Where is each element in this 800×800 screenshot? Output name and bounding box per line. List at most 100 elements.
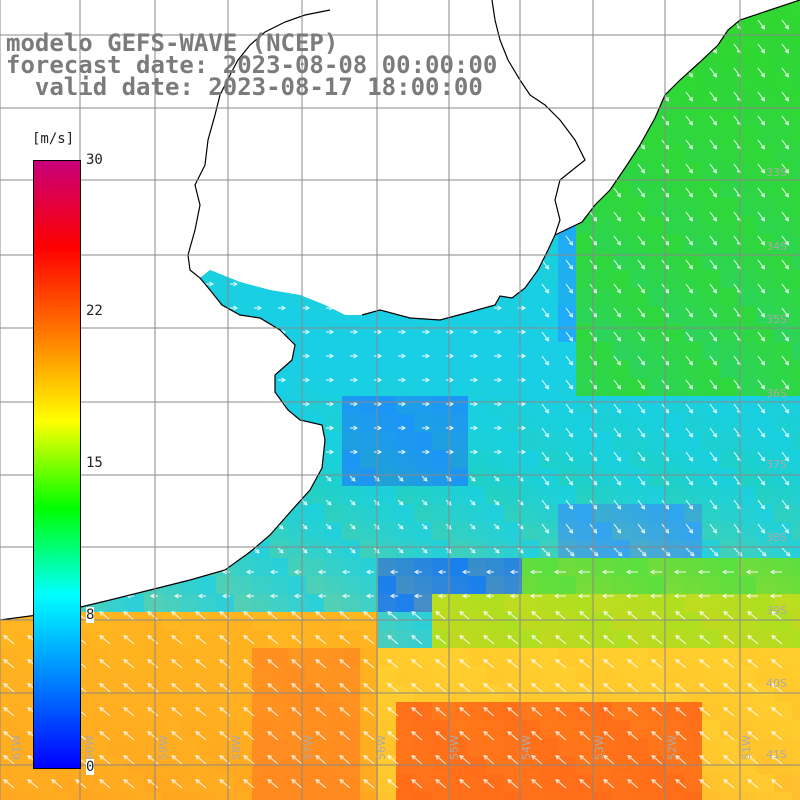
wave-cell (684, 648, 702, 666)
wave-cell (126, 432, 144, 450)
wave-cell (486, 594, 504, 612)
direction-arrow (494, 449, 503, 455)
wave-cell (756, 378, 774, 396)
direction-arrow (411, 659, 423, 669)
wave-cell (540, 486, 558, 504)
wave-cell (504, 738, 522, 756)
direction-arrow (109, 499, 116, 506)
direction-arrow (541, 19, 550, 30)
direction-arrow (422, 377, 431, 383)
wave-cell (342, 234, 360, 252)
wave-cell (360, 288, 378, 306)
wave-cell (504, 144, 522, 162)
wave-cell (126, 324, 144, 342)
direction-arrow (781, 19, 790, 30)
direction-arrow (86, 233, 95, 239)
direction-arrow (577, 569, 590, 575)
wave-cell (720, 54, 738, 72)
direction-arrow (565, 259, 574, 270)
wave-cell (468, 432, 486, 450)
latitude-label: 35S (766, 313, 787, 326)
wave-cell (594, 216, 612, 234)
direction-arrow (699, 779, 711, 789)
direction-arrow (531, 611, 543, 621)
wave-cell (306, 378, 324, 396)
direction-arrow (470, 17, 479, 23)
direction-arrow (3, 635, 15, 645)
direction-arrow (398, 353, 407, 359)
wave-cell (0, 216, 18, 234)
wave-cell (756, 666, 774, 684)
wave-cell (612, 54, 630, 72)
wave-cell (504, 468, 522, 486)
wave-cell (432, 414, 450, 432)
direction-arrow (507, 683, 519, 693)
wave-cell (594, 72, 612, 90)
wave-cell (576, 234, 594, 252)
wave-cell (180, 486, 198, 504)
direction-arrow (627, 683, 639, 693)
wave-cell (774, 630, 792, 648)
wave-cell (216, 288, 234, 306)
direction-arrow (747, 611, 759, 621)
wave-cell (414, 270, 432, 288)
wave-cell (774, 594, 792, 612)
wave-cell (432, 378, 450, 396)
wave-cell (792, 144, 800, 162)
wave-cell (612, 252, 630, 270)
wave-cell (684, 18, 702, 36)
wave-cell (594, 198, 612, 216)
wave-cell (252, 306, 270, 324)
direction-arrow (195, 659, 207, 669)
wave-cell (648, 198, 666, 216)
wave-cell (378, 216, 396, 234)
direction-arrow (555, 683, 567, 693)
wave-cell (522, 594, 540, 612)
wave-cell (414, 522, 432, 540)
direction-arrow (470, 305, 479, 311)
wave-cell (126, 720, 144, 738)
direction-arrow (411, 707, 423, 717)
wave-cell (414, 144, 432, 162)
direction-arrow (781, 355, 790, 366)
direction-arrow (771, 635, 783, 645)
wave-cell (342, 396, 360, 414)
wave-cell (0, 486, 18, 504)
wave-cell (234, 774, 252, 792)
direction-arrow (315, 755, 327, 765)
wave-cell (540, 270, 558, 288)
legend-tick-22: 22 (86, 303, 103, 319)
wave-cell (360, 414, 378, 432)
latitude-label: 40S (766, 677, 787, 690)
direction-arrow (555, 707, 567, 717)
wave-cell (648, 252, 666, 270)
wave-cell (126, 738, 144, 756)
wave-cell (432, 702, 450, 720)
wave-cell (612, 360, 630, 378)
wave-cell (288, 270, 306, 288)
wave-cell (648, 378, 666, 396)
direction-arrow (293, 569, 302, 575)
longitude-label: 53W (593, 735, 606, 760)
wave-cell (324, 198, 342, 216)
wave-cell (630, 630, 648, 648)
wave-cell (684, 108, 702, 126)
direction-arrow (157, 499, 164, 506)
wave-cell (522, 90, 540, 108)
direction-arrow (173, 569, 182, 575)
wave-cell (54, 792, 72, 800)
wave-cell (108, 414, 126, 432)
direction-arrow (422, 41, 431, 47)
direction-arrow (470, 281, 479, 287)
direction-arrow (182, 449, 191, 455)
direction-arrow (339, 659, 351, 669)
wave-cell (108, 522, 126, 540)
direction-arrow (757, 403, 766, 414)
wave-cell (522, 144, 540, 162)
wave-cell (270, 198, 288, 216)
wave-cell (252, 378, 270, 396)
direction-arrow (771, 755, 783, 765)
wave-cell (594, 522, 612, 540)
wave-cell (288, 378, 306, 396)
